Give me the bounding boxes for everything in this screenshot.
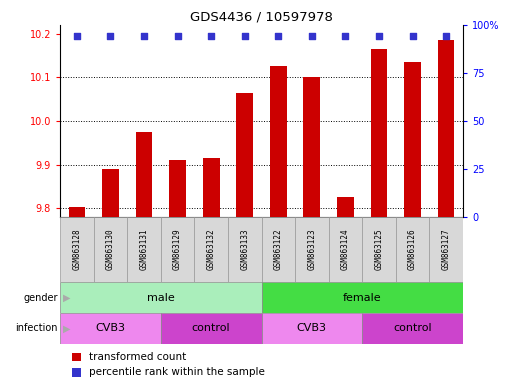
Bar bbox=[438, 40, 454, 217]
Bar bbox=[371, 49, 388, 217]
Text: GSM863131: GSM863131 bbox=[140, 229, 149, 270]
FancyBboxPatch shape bbox=[429, 217, 463, 282]
Bar bbox=[60, 313, 161, 344]
Text: GSM863133: GSM863133 bbox=[240, 229, 249, 270]
Bar bbox=[69, 207, 85, 217]
Bar bbox=[262, 282, 463, 313]
Point bbox=[241, 33, 249, 39]
Bar bbox=[404, 62, 421, 217]
Bar bbox=[72, 368, 81, 377]
FancyBboxPatch shape bbox=[228, 217, 262, 282]
Text: infection: infection bbox=[15, 323, 58, 333]
Text: control: control bbox=[393, 323, 432, 333]
Point bbox=[375, 33, 383, 39]
Text: gender: gender bbox=[23, 293, 58, 303]
Bar bbox=[236, 93, 253, 217]
Bar bbox=[72, 353, 81, 361]
Title: GDS4436 / 10597978: GDS4436 / 10597978 bbox=[190, 11, 333, 24]
Text: GSM863128: GSM863128 bbox=[72, 229, 82, 270]
Text: GSM863126: GSM863126 bbox=[408, 229, 417, 270]
Text: GSM863123: GSM863123 bbox=[308, 229, 316, 270]
Text: GSM863132: GSM863132 bbox=[207, 229, 215, 270]
Point bbox=[207, 33, 215, 39]
Bar bbox=[362, 313, 463, 344]
Text: female: female bbox=[343, 293, 381, 303]
FancyBboxPatch shape bbox=[295, 217, 328, 282]
Point bbox=[274, 33, 282, 39]
Text: control: control bbox=[192, 323, 231, 333]
Text: GSM863125: GSM863125 bbox=[374, 229, 383, 270]
Text: ▶: ▶ bbox=[63, 293, 70, 303]
FancyBboxPatch shape bbox=[328, 217, 362, 282]
Text: GSM863129: GSM863129 bbox=[173, 229, 182, 270]
Text: ▶: ▶ bbox=[63, 323, 70, 333]
Bar bbox=[161, 313, 262, 344]
FancyBboxPatch shape bbox=[127, 217, 161, 282]
Text: CVB3: CVB3 bbox=[96, 323, 126, 333]
Text: GSM863122: GSM863122 bbox=[274, 229, 283, 270]
Bar bbox=[102, 169, 119, 217]
Point bbox=[308, 33, 316, 39]
FancyBboxPatch shape bbox=[60, 217, 94, 282]
FancyBboxPatch shape bbox=[161, 217, 195, 282]
Bar bbox=[203, 158, 220, 217]
FancyBboxPatch shape bbox=[362, 217, 396, 282]
Bar bbox=[270, 66, 287, 217]
Bar bbox=[60, 282, 262, 313]
Text: transformed count: transformed count bbox=[89, 352, 186, 362]
Point bbox=[442, 33, 450, 39]
Bar bbox=[262, 313, 362, 344]
Point bbox=[106, 33, 115, 39]
Point bbox=[174, 33, 182, 39]
Text: GSM863127: GSM863127 bbox=[441, 229, 451, 270]
Point bbox=[408, 33, 417, 39]
Point bbox=[140, 33, 148, 39]
Text: CVB3: CVB3 bbox=[297, 323, 327, 333]
Text: male: male bbox=[147, 293, 175, 303]
Bar bbox=[337, 197, 354, 217]
FancyBboxPatch shape bbox=[396, 217, 429, 282]
Text: GSM863124: GSM863124 bbox=[341, 229, 350, 270]
Point bbox=[341, 33, 349, 39]
FancyBboxPatch shape bbox=[262, 217, 295, 282]
Text: GSM863130: GSM863130 bbox=[106, 229, 115, 270]
Text: percentile rank within the sample: percentile rank within the sample bbox=[89, 367, 265, 377]
Bar bbox=[135, 132, 152, 217]
Bar bbox=[169, 160, 186, 217]
Bar bbox=[303, 77, 320, 217]
FancyBboxPatch shape bbox=[195, 217, 228, 282]
Point bbox=[73, 33, 81, 39]
FancyBboxPatch shape bbox=[94, 217, 127, 282]
